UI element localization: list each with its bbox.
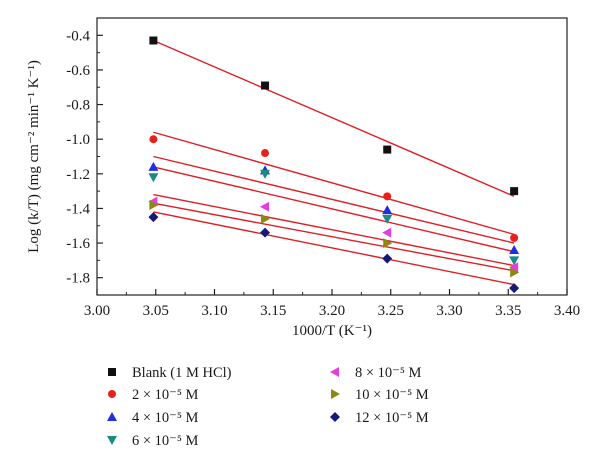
legend-label: 10 × 10⁻⁵ M (355, 387, 429, 403)
fit-lines (153, 39, 515, 286)
data-point (509, 262, 519, 273)
x-axis-title: 1000/T (K⁻¹) (292, 323, 372, 339)
x-tick-label: 3.00 (84, 303, 110, 319)
y-tick-label: -1.2 (66, 167, 90, 183)
legend-label: 8 × 10⁻⁵ M (355, 365, 422, 381)
x-tick-label: 3.40 (554, 303, 580, 319)
data-point (148, 173, 159, 183)
data-point (260, 227, 271, 238)
legend-marker (108, 368, 116, 376)
y-tick-label: -0.4 (66, 28, 90, 44)
legend-marker (107, 436, 117, 445)
legend-label: 2 × 10⁻⁵ M (132, 387, 199, 403)
data-point (260, 169, 271, 179)
data-point (149, 36, 158, 45)
legend-marker (331, 389, 340, 399)
fit-line (153, 39, 515, 197)
x-tick-label: 3.05 (143, 303, 169, 319)
fit-line (153, 202, 515, 272)
x-tick-label: 3.15 (260, 303, 286, 319)
y-tick-label: -0.8 (66, 98, 90, 114)
legend-label: 12 × 10⁻⁵ M (355, 410, 429, 426)
data-point (382, 205, 393, 215)
data-point (261, 81, 270, 90)
fit-line (153, 166, 515, 253)
legend-marker (330, 412, 340, 422)
plot-frame (96, 17, 568, 296)
legend-label: 6 × 10⁻⁵ M (132, 433, 199, 449)
y-tick-label: -0.6 (66, 63, 90, 79)
y-tick-label: -1.6 (66, 236, 90, 252)
data-point (510, 187, 519, 196)
x-tick-label: 3.10 (201, 303, 227, 319)
x-tick-label: 3.25 (378, 303, 404, 319)
data-point (383, 238, 393, 249)
data-point (382, 227, 392, 238)
data-point (382, 253, 393, 264)
y-tick-label: -1.8 (66, 271, 90, 287)
fit-line (153, 155, 515, 244)
legend-marker (330, 367, 339, 377)
fit-line (153, 131, 515, 236)
data-point (261, 149, 270, 158)
axes: 3.00 3.05 3.10 3.15 3.20 3.25 3.30 3.35 3.40 -0.4… (26, 17, 580, 339)
legend-marker (107, 412, 117, 421)
x-tick-label: 3.35 (495, 303, 521, 319)
data-point (149, 135, 158, 144)
data-points (148, 36, 520, 294)
legend-label: 4 × 10⁻⁵ M (132, 410, 199, 426)
x-tick-label: 3.30 (436, 303, 462, 319)
data-point (510, 233, 519, 242)
y-tick-label: -1.0 (66, 132, 90, 148)
data-point (260, 201, 270, 212)
legend: Blank (1 M HCl) 2 × 10⁻⁵ M 4 × 10⁻⁵ M 6 × 1… (107, 365, 429, 449)
data-point (148, 161, 159, 171)
data-point (509, 283, 520, 294)
legend-label: Blank (1 M HCl) (132, 365, 232, 381)
legend-marker (108, 390, 116, 398)
fit-line (153, 211, 515, 286)
data-point (509, 244, 520, 254)
data-point (149, 199, 159, 210)
data-point (382, 214, 393, 224)
data-point (383, 145, 392, 154)
data-point (510, 267, 520, 278)
data-point (509, 256, 520, 266)
x-tick-label: 3.20 (319, 303, 345, 319)
data-point (261, 213, 271, 224)
data-point (383, 192, 392, 201)
y-tick-label: -1.4 (66, 201, 90, 217)
y-axis-title: Log (k/T) (mg cm⁻² min⁻¹ K⁻¹) (26, 60, 42, 253)
fit-line (153, 193, 515, 267)
data-point (148, 212, 159, 223)
